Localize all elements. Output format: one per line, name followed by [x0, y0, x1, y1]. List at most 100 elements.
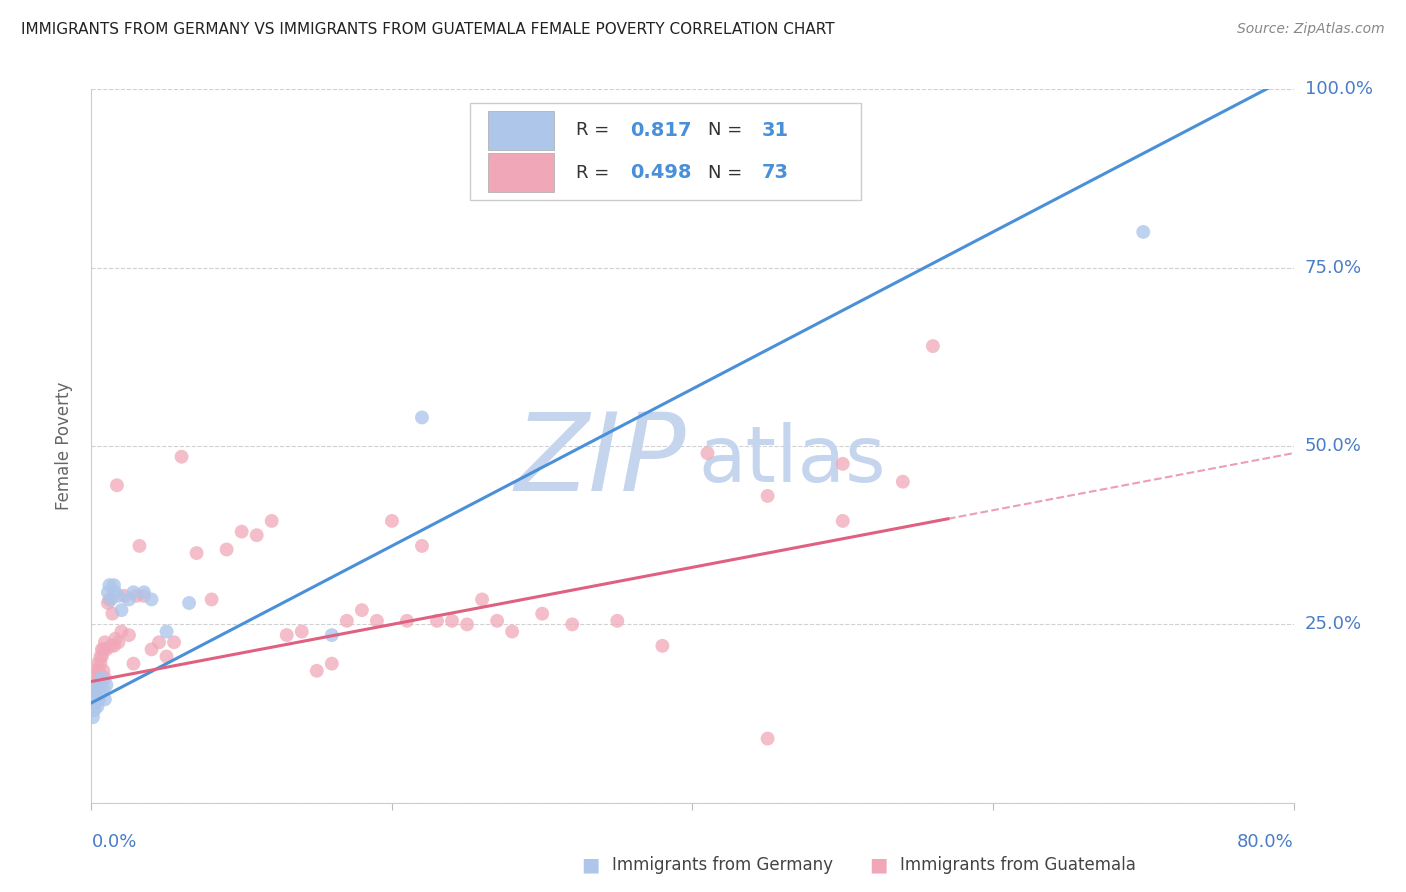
Point: [105, 478, 128, 492]
Point: [89, 657, 111, 671]
Point: [321, 628, 343, 642]
Text: 50.0%: 50.0%: [1305, 437, 1361, 455]
Point: [94, 671, 117, 685]
Point: [155, 649, 177, 664]
Point: [84, 681, 107, 696]
Text: 0.0%: 0.0%: [91, 833, 136, 851]
Point: [82, 710, 104, 724]
FancyBboxPatch shape: [488, 111, 554, 150]
Point: [107, 635, 129, 649]
Point: [90, 642, 112, 657]
Point: [96, 678, 118, 692]
Point: [93, 642, 115, 657]
Point: [696, 446, 718, 460]
Point: [125, 589, 148, 603]
FancyBboxPatch shape: [488, 153, 554, 193]
Text: Immigrants from Guatemala: Immigrants from Guatemala: [900, 856, 1136, 874]
Point: [132, 589, 155, 603]
Point: [141, 642, 163, 657]
Point: [98, 578, 121, 592]
Point: [922, 339, 945, 353]
Point: [86, 689, 108, 703]
Text: R =: R =: [576, 121, 614, 139]
Point: [395, 614, 418, 628]
Point: [90, 649, 112, 664]
Text: IMMIGRANTS FROM GERMANY VS IMMIGRANTS FROM GUATEMALA FEMALE POVERTY CORRELATION : IMMIGRANTS FROM GERMANY VS IMMIGRANTS FR…: [21, 22, 835, 37]
Point: [84, 678, 107, 692]
Text: 0.498: 0.498: [630, 163, 692, 182]
Point: [756, 731, 779, 746]
Point: [83, 685, 105, 699]
Point: [100, 592, 122, 607]
Text: 75.0%: 75.0%: [1305, 259, 1362, 277]
Point: [82, 674, 104, 689]
Point: [100, 639, 122, 653]
Point: [87, 664, 110, 678]
Point: [276, 628, 298, 642]
Point: [831, 457, 853, 471]
Text: ■: ■: [581, 855, 600, 875]
Point: [163, 635, 186, 649]
Point: [561, 617, 583, 632]
Point: [305, 664, 328, 678]
Point: [155, 624, 177, 639]
Point: [606, 614, 628, 628]
Point: [1132, 225, 1154, 239]
Point: [83, 703, 105, 717]
Point: [83, 685, 105, 699]
Point: [531, 607, 554, 621]
Point: [110, 624, 132, 639]
Point: [93, 664, 115, 678]
Point: [82, 681, 104, 696]
Point: [891, 475, 914, 489]
Point: [114, 589, 136, 603]
Point: [118, 628, 141, 642]
Point: [831, 514, 853, 528]
Text: N =: N =: [709, 164, 748, 182]
Point: [471, 592, 494, 607]
Text: 100.0%: 100.0%: [1305, 80, 1372, 98]
Point: [82, 667, 104, 681]
Text: ■: ■: [869, 855, 889, 875]
Text: 73: 73: [762, 163, 789, 182]
Point: [83, 671, 105, 685]
Point: [440, 614, 463, 628]
Point: [231, 524, 253, 539]
Point: [128, 539, 150, 553]
Point: [98, 592, 121, 607]
Y-axis label: Female Poverty: Female Poverty: [55, 382, 73, 510]
Point: [86, 657, 108, 671]
Point: [426, 614, 449, 628]
Text: Immigrants from Germany: Immigrants from Germany: [612, 856, 832, 874]
Point: [97, 585, 120, 599]
Point: [141, 592, 163, 607]
Point: [246, 528, 269, 542]
Text: R =: R =: [576, 164, 614, 182]
Point: [132, 585, 155, 599]
Point: [87, 678, 110, 692]
Point: [104, 632, 127, 646]
Point: [186, 546, 208, 560]
Text: 0.817: 0.817: [630, 121, 692, 140]
Point: [177, 596, 200, 610]
Point: [103, 578, 125, 592]
Point: [107, 589, 129, 603]
Point: [94, 692, 117, 706]
Point: [89, 674, 111, 689]
Point: [93, 681, 115, 696]
Point: [756, 489, 779, 503]
Point: [170, 450, 193, 464]
Point: [87, 692, 110, 706]
Point: [86, 674, 108, 689]
Point: [89, 649, 111, 664]
Point: [84, 664, 107, 678]
Point: [456, 617, 478, 632]
Point: [291, 624, 314, 639]
Text: 25.0%: 25.0%: [1305, 615, 1362, 633]
Point: [96, 642, 118, 657]
Point: [411, 410, 433, 425]
Point: [103, 639, 125, 653]
Point: [651, 639, 673, 653]
Point: [87, 671, 110, 685]
Point: [201, 592, 224, 607]
